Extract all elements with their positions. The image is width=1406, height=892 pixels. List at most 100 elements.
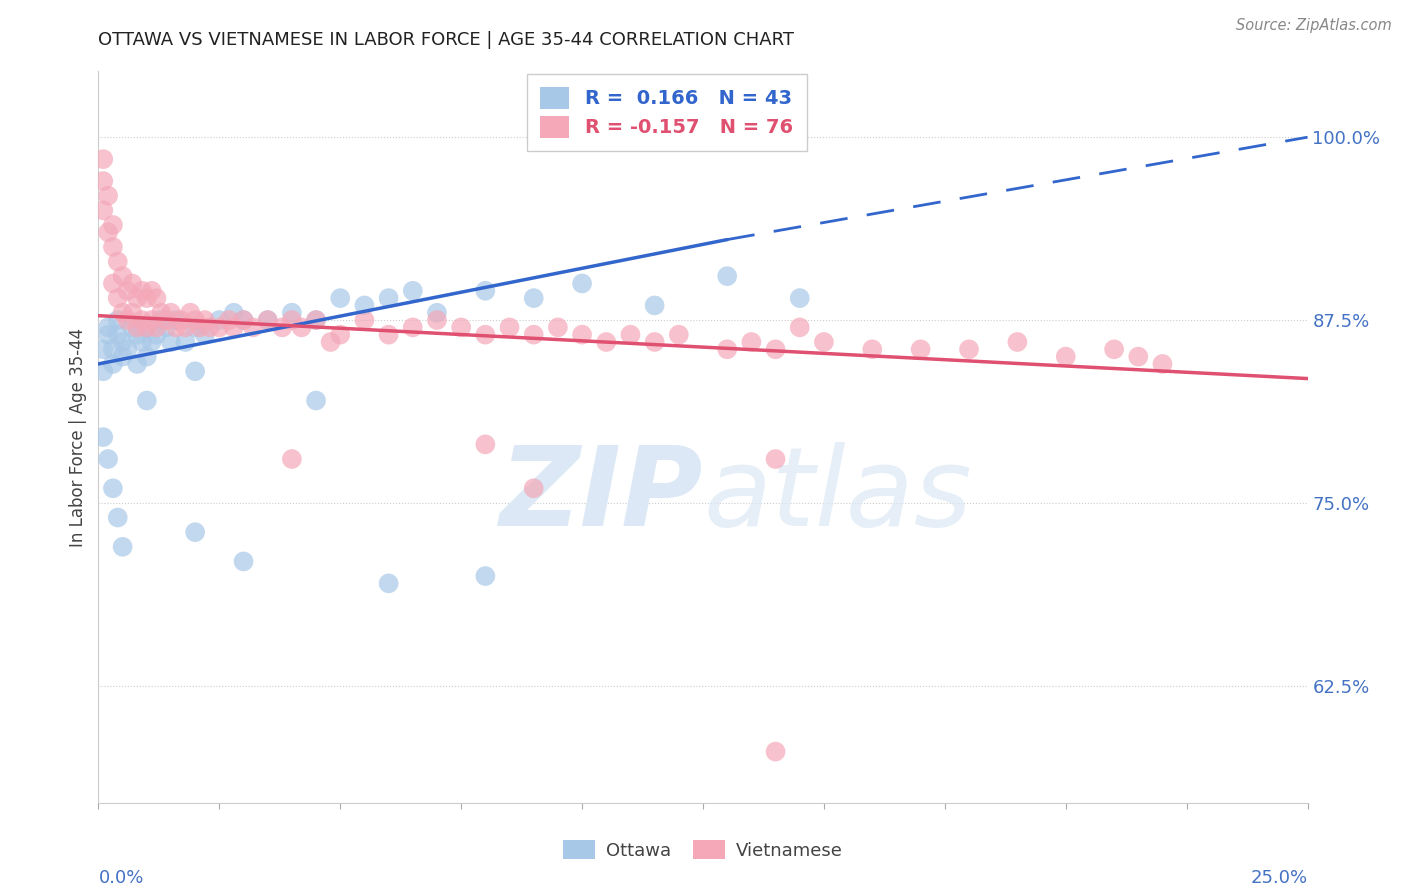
Point — [765, 745, 787, 759]
Point — [184, 320, 207, 334]
Point — [305, 393, 328, 408]
Point — [1152, 357, 1174, 371]
Point — [127, 320, 149, 334]
Point — [107, 254, 129, 268]
Point — [474, 284, 496, 298]
Point — [353, 298, 375, 312]
Point — [256, 313, 278, 327]
Legend: Ottawa, Vietnamese: Ottawa, Vietnamese — [555, 832, 851, 867]
Point — [111, 269, 134, 284]
Point — [145, 327, 167, 342]
Point — [169, 313, 191, 327]
Point — [329, 327, 352, 342]
Point — [426, 313, 449, 327]
Point — [242, 320, 264, 334]
Text: Source: ZipAtlas.com: Source: ZipAtlas.com — [1236, 18, 1392, 33]
Point — [1054, 350, 1077, 364]
Point — [91, 343, 114, 357]
Point — [101, 481, 124, 495]
Point — [127, 291, 149, 305]
Point — [402, 284, 425, 298]
Point — [498, 320, 520, 334]
Point — [305, 313, 328, 327]
Point — [474, 569, 496, 583]
Point — [127, 357, 149, 371]
Point — [107, 327, 129, 342]
Point — [813, 334, 835, 349]
Point — [668, 327, 690, 342]
Point — [131, 334, 153, 349]
Point — [319, 334, 342, 349]
Point — [571, 277, 593, 291]
Point — [174, 320, 197, 334]
Point — [145, 291, 167, 305]
Point — [547, 320, 569, 334]
Point — [91, 430, 114, 444]
Text: 25.0%: 25.0% — [1250, 870, 1308, 888]
Point — [97, 327, 120, 342]
Point — [135, 393, 157, 408]
Point — [426, 306, 449, 320]
Point — [97, 452, 120, 467]
Point — [107, 313, 129, 327]
Point — [184, 364, 207, 378]
Point — [111, 540, 134, 554]
Point — [256, 313, 278, 327]
Point — [91, 203, 114, 218]
Text: ZIP: ZIP — [499, 442, 703, 549]
Point — [150, 313, 173, 327]
Point — [117, 313, 139, 327]
Point — [135, 320, 157, 334]
Point — [523, 481, 546, 495]
Point — [121, 277, 143, 291]
Point — [165, 313, 187, 327]
Point — [523, 327, 546, 342]
Point — [155, 313, 177, 327]
Point — [305, 313, 328, 327]
Point — [135, 320, 157, 334]
Point — [281, 306, 304, 320]
Point — [97, 320, 120, 334]
Point — [644, 298, 666, 312]
Point — [571, 327, 593, 342]
Legend: R =  0.166   N = 43, R = -0.157   N = 76: R = 0.166 N = 43, R = -0.157 N = 76 — [527, 74, 807, 151]
Point — [290, 320, 312, 334]
Point — [271, 320, 294, 334]
Point — [135, 350, 157, 364]
Point — [179, 306, 201, 320]
Point — [644, 334, 666, 349]
Point — [107, 510, 129, 524]
Point — [1102, 343, 1125, 357]
Point — [117, 284, 139, 298]
Point — [377, 576, 399, 591]
Point — [329, 291, 352, 305]
Point — [232, 313, 254, 327]
Point — [194, 313, 217, 327]
Point — [121, 320, 143, 334]
Point — [281, 452, 304, 467]
Point — [91, 152, 114, 166]
Point — [135, 291, 157, 305]
Point — [619, 327, 641, 342]
Point — [131, 284, 153, 298]
Point — [101, 240, 124, 254]
Point — [232, 554, 254, 568]
Point — [957, 343, 980, 357]
Point — [121, 306, 143, 320]
Point — [141, 284, 163, 298]
Point — [107, 291, 129, 305]
Point — [740, 334, 762, 349]
Point — [1128, 350, 1150, 364]
Point — [111, 334, 134, 349]
Point — [127, 327, 149, 342]
Point — [194, 327, 217, 342]
Point — [101, 218, 124, 232]
Point — [860, 343, 883, 357]
Point — [765, 343, 787, 357]
Point — [117, 343, 139, 357]
Point — [232, 313, 254, 327]
Point — [222, 320, 245, 334]
Point — [131, 313, 153, 327]
Point — [141, 334, 163, 349]
Point — [97, 225, 120, 239]
